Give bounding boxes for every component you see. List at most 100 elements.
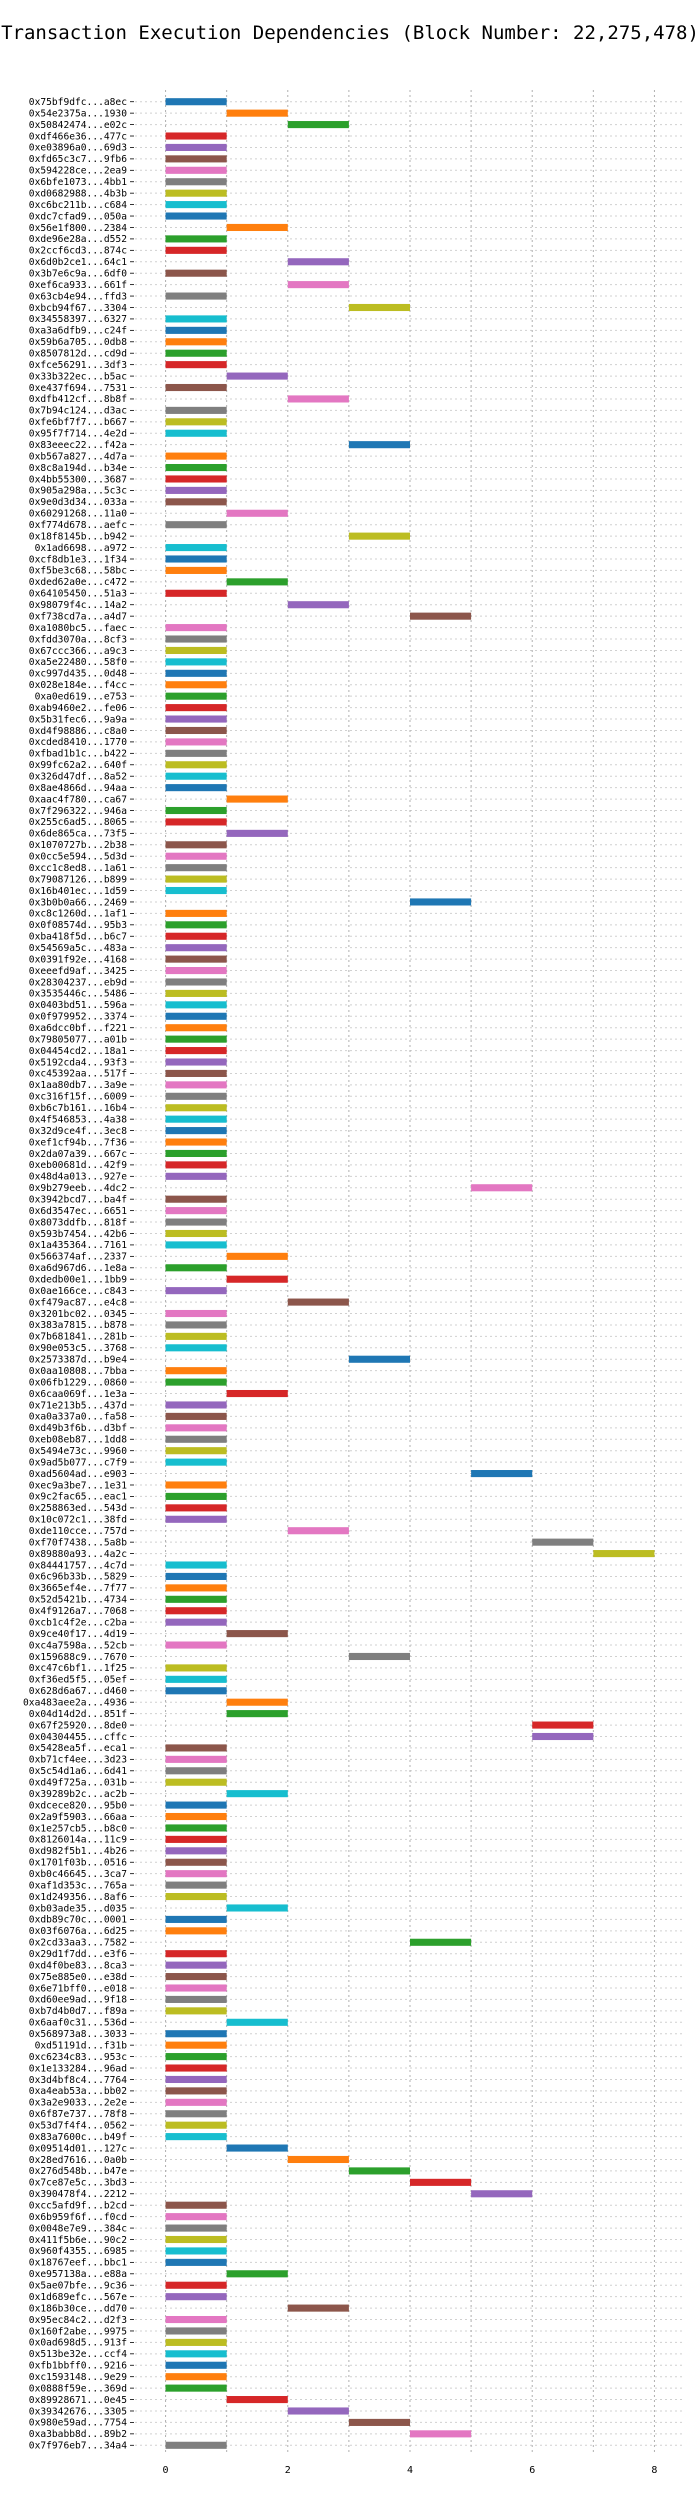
transaction-bar — [165, 1367, 227, 1375]
transaction-bar — [348, 2418, 410, 2426]
y-tick-label: 0x8c8a194d...b34e — [29, 463, 127, 474]
transaction-bar — [410, 2430, 472, 2438]
y-tick-label: 0x99fc62a2...640f — [29, 760, 127, 771]
transaction-bar — [165, 1618, 227, 1626]
y-tick-label: 0x390478f4...2212 — [29, 2189, 127, 2200]
transaction-bar — [165, 1744, 227, 1752]
y-tick-label: 0xb71cf4ee...3d23 — [29, 1755, 127, 1766]
transaction-bar — [226, 1904, 288, 1912]
transaction-bar — [226, 1252, 288, 1260]
y-tick-label: 0x7f976eb7...34a4 — [29, 2441, 127, 2452]
y-tick-label: 0x568973a8...3033 — [29, 2029, 127, 2040]
y-tick-label: 0x59b6a705...0db8 — [29, 337, 127, 348]
y-tick-label: 0x09514d01...127c — [29, 2143, 127, 2154]
transaction-bar — [165, 349, 227, 357]
y-tick-label: 0x6e71bff0...e018 — [29, 1983, 127, 1994]
y-tick-label: 0x34558397...6327 — [29, 314, 127, 325]
y-tick-label: 0x04454cd2...18a1 — [29, 1046, 127, 1057]
y-tick-label: 0xbcb94f67...3304 — [29, 303, 127, 314]
y-tick-label: 0x18f8145b...b942 — [29, 531, 127, 542]
y-tick-label: 0x6bfe1073...4bb1 — [29, 177, 127, 188]
y-tick-label: 0xa4eab53a...bb02 — [29, 2086, 127, 2097]
y-tick-label: 0x9ce40f17...4d19 — [29, 1629, 127, 1640]
transaction-bar — [165, 463, 227, 472]
transaction-bar — [287, 1298, 349, 1306]
chart-title: Transaction Execution Dependencies (Bloc… — [1, 22, 699, 44]
y-tick-label: 0xcded8410...1770 — [29, 737, 127, 748]
transaction-bar — [165, 1447, 227, 1455]
y-tick-label: 0xdcece820...95b0 — [29, 1800, 127, 1811]
y-tick-label: 0x1701f03b...0516 — [29, 1858, 127, 1869]
y-tick-label: 0x63cb4e94...ffd3 — [29, 291, 127, 302]
y-tick-label: 0x9e0d3d34...033a — [29, 497, 127, 508]
x-tick-label: 6 — [529, 2465, 535, 2476]
y-tick-label: 0xe03896a0...69d3 — [29, 143, 127, 154]
y-tick-label: 0x0ae166ce...c843 — [29, 1286, 127, 1297]
y-tick-label: 0xb7d4b0d7...f89a — [29, 2006, 127, 2017]
y-tick-label: 0xde110cce...757d — [29, 1526, 127, 1537]
transaction-bar — [165, 201, 227, 209]
transaction-bar — [165, 1767, 227, 1775]
bars — [165, 98, 655, 2449]
transaction-bar — [165, 738, 227, 746]
y-tick-label: 0x04d14d2d...851f — [29, 1709, 127, 1720]
y-tick-label: 0xc47c6bf1...1f25 — [29, 1663, 127, 1674]
transaction-bar — [165, 658, 227, 666]
transaction-bar — [165, 1024, 227, 1032]
transaction-bar — [165, 1115, 227, 1123]
y-tick-label: 0xfce56291...3df3 — [29, 360, 127, 371]
y-tick-label: 0xe437f694...7531 — [29, 383, 127, 394]
transaction-bar — [593, 1550, 655, 1558]
transaction-bar — [287, 2407, 349, 2415]
transaction-bar — [165, 1127, 227, 1135]
transaction-bar — [165, 1138, 227, 1146]
transaction-bar — [165, 1561, 227, 1569]
transaction-bar — [471, 1184, 533, 1192]
transaction-bar — [165, 1332, 227, 1340]
transaction-bar — [165, 1309, 227, 1318]
y-tick-label: 0xa1080bc5...faec — [29, 623, 127, 634]
transaction-bar — [226, 372, 288, 380]
y-tick-label: 0xf738cd7a...a4d7 — [29, 611, 127, 622]
transaction-bar — [165, 1641, 227, 1649]
y-tick-label: 0xec9a3be7...1e31 — [29, 1480, 127, 1491]
transaction-bar — [348, 532, 410, 540]
transaction-bar — [165, 1229, 227, 1238]
y-tick-label: 0xc8c1260d...1af1 — [29, 909, 127, 920]
y-tick-label: 0xd4f0be83...8ca3 — [29, 1960, 127, 1971]
transaction-bar — [165, 2281, 227, 2289]
y-tick-label: 0x3535446c...5486 — [29, 989, 127, 1000]
y-tick-label: 0x1d689efc...567e — [29, 2292, 127, 2303]
transaction-bar — [165, 2224, 227, 2232]
y-tick-label: 0x79805077...a01b — [29, 1034, 127, 1045]
transaction-bar — [165, 1835, 227, 1843]
y-tick-label: 0x5b31fec6...9a9a — [29, 714, 127, 725]
transaction-bar — [165, 772, 227, 780]
transaction-bar — [165, 2361, 227, 2369]
y-tick-label: 0x4f546853...4a38 — [29, 1114, 127, 1125]
transaction-bar — [165, 2064, 227, 2072]
transaction-bar — [348, 1355, 410, 1363]
transaction-bar — [410, 1938, 472, 1946]
y-tick-label: 0x3942bcd7...ba4f — [29, 1194, 127, 1205]
y-tick-label: 0xdfb412cf...8b8f — [29, 394, 127, 405]
y-tick-label: 0xf70f7438...5a8b — [29, 1537, 127, 1548]
y-tick-label: 0xd0682988...4b3b — [29, 188, 127, 199]
y-tick-label: 0x8ae4866d...94aa — [29, 783, 127, 794]
transaction-bar — [226, 223, 288, 232]
transaction-bar — [165, 624, 227, 632]
transaction-bar — [165, 269, 227, 277]
y-tick-label: 0xfd65c3c7...9fb6 — [29, 154, 127, 165]
y-tick-label: 0x5192cda4...93f3 — [29, 1057, 127, 1068]
transaction-bar — [165, 1675, 227, 1683]
y-tick-label: 0x75e885e0...e38d — [29, 1972, 127, 1983]
y-tick-label: 0x9ad5b077...c7f9 — [29, 1457, 127, 1468]
y-tick-label: 0x98079f4c...14a2 — [29, 600, 127, 611]
transaction-bar — [165, 852, 227, 860]
y-tick-label: 0x3d4bf8c4...7764 — [29, 2075, 127, 2086]
transaction-bar — [165, 189, 227, 197]
y-tick-label: 0x5494e73c...9960 — [29, 1446, 127, 1457]
y-tick-label: 0x9b279eeb...4dc2 — [29, 1183, 127, 1194]
y-tick-label: 0x16b401ec...1d59 — [29, 886, 127, 897]
